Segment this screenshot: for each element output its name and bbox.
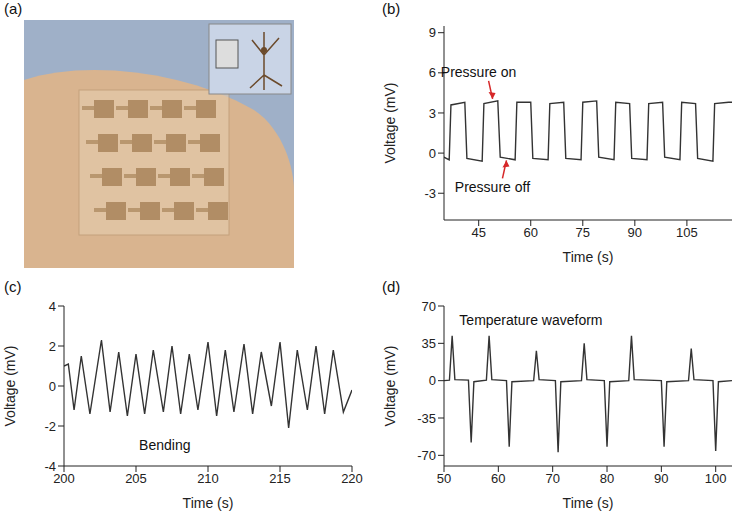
svg-text:210: 210 [197, 471, 219, 486]
svg-text:Time (s): Time (s) [563, 249, 614, 265]
svg-text:0: 0 [429, 146, 436, 161]
svg-text:-35: -35 [417, 411, 436, 426]
svg-text:-4: -4 [44, 459, 56, 474]
svg-text:60: 60 [524, 225, 538, 240]
svg-text:Temperature waveform: Temperature waveform [459, 312, 602, 328]
svg-text:2: 2 [49, 339, 56, 354]
svg-text:-3: -3 [424, 186, 436, 201]
svg-text:70: 70 [545, 471, 559, 486]
svg-text:9: 9 [429, 25, 436, 40]
html-text:(a): (a) [4, 0, 23, 17]
svg-text:45: 45 [471, 225, 485, 240]
svg-text:-2: -2 [44, 419, 56, 434]
html-text:(d): (d) [382, 278, 401, 295]
svg-text:35: 35 [422, 336, 436, 351]
svg-text:3: 3 [429, 106, 436, 121]
svg-text:6: 6 [429, 65, 436, 80]
svg-text:220: 220 [341, 471, 363, 486]
svg-text:200: 200 [53, 471, 75, 486]
svg-text:4: 4 [49, 299, 56, 314]
svg-text:Voltage (mV): Voltage (mV) [382, 83, 398, 164]
svg-text:90: 90 [654, 471, 668, 486]
svg-text:Voltage (mV): Voltage (mV) [2, 346, 18, 427]
svg-text:215: 215 [269, 471, 291, 486]
svg-text:60: 60 [491, 471, 505, 486]
svg-text:80: 80 [600, 471, 614, 486]
svg-text:Bending: Bending [139, 437, 190, 453]
svg-text:0: 0 [429, 373, 436, 388]
svg-text:0: 0 [49, 379, 56, 394]
svg-text:105: 105 [676, 225, 698, 240]
svg-text:205: 205 [125, 471, 147, 486]
svg-text:90: 90 [628, 225, 642, 240]
svg-text:70: 70 [422, 299, 436, 314]
html-text:(b): (b) [382, 0, 401, 17]
svg-text:Pressure off: Pressure off [455, 179, 530, 195]
svg-text:-70: -70 [417, 448, 436, 463]
svg-text:100: 100 [705, 471, 727, 486]
svg-text:75: 75 [576, 225, 590, 240]
svg-text:50: 50 [437, 471, 451, 486]
svg-text:Voltage (mV): Voltage (mV) [382, 346, 398, 427]
svg-text:Pressure on: Pressure on [441, 64, 516, 80]
html-text:(c): (c) [4, 278, 22, 295]
svg-text:Time (s): Time (s) [183, 495, 234, 511]
svg-text:Time (s): Time (s) [563, 495, 614, 511]
